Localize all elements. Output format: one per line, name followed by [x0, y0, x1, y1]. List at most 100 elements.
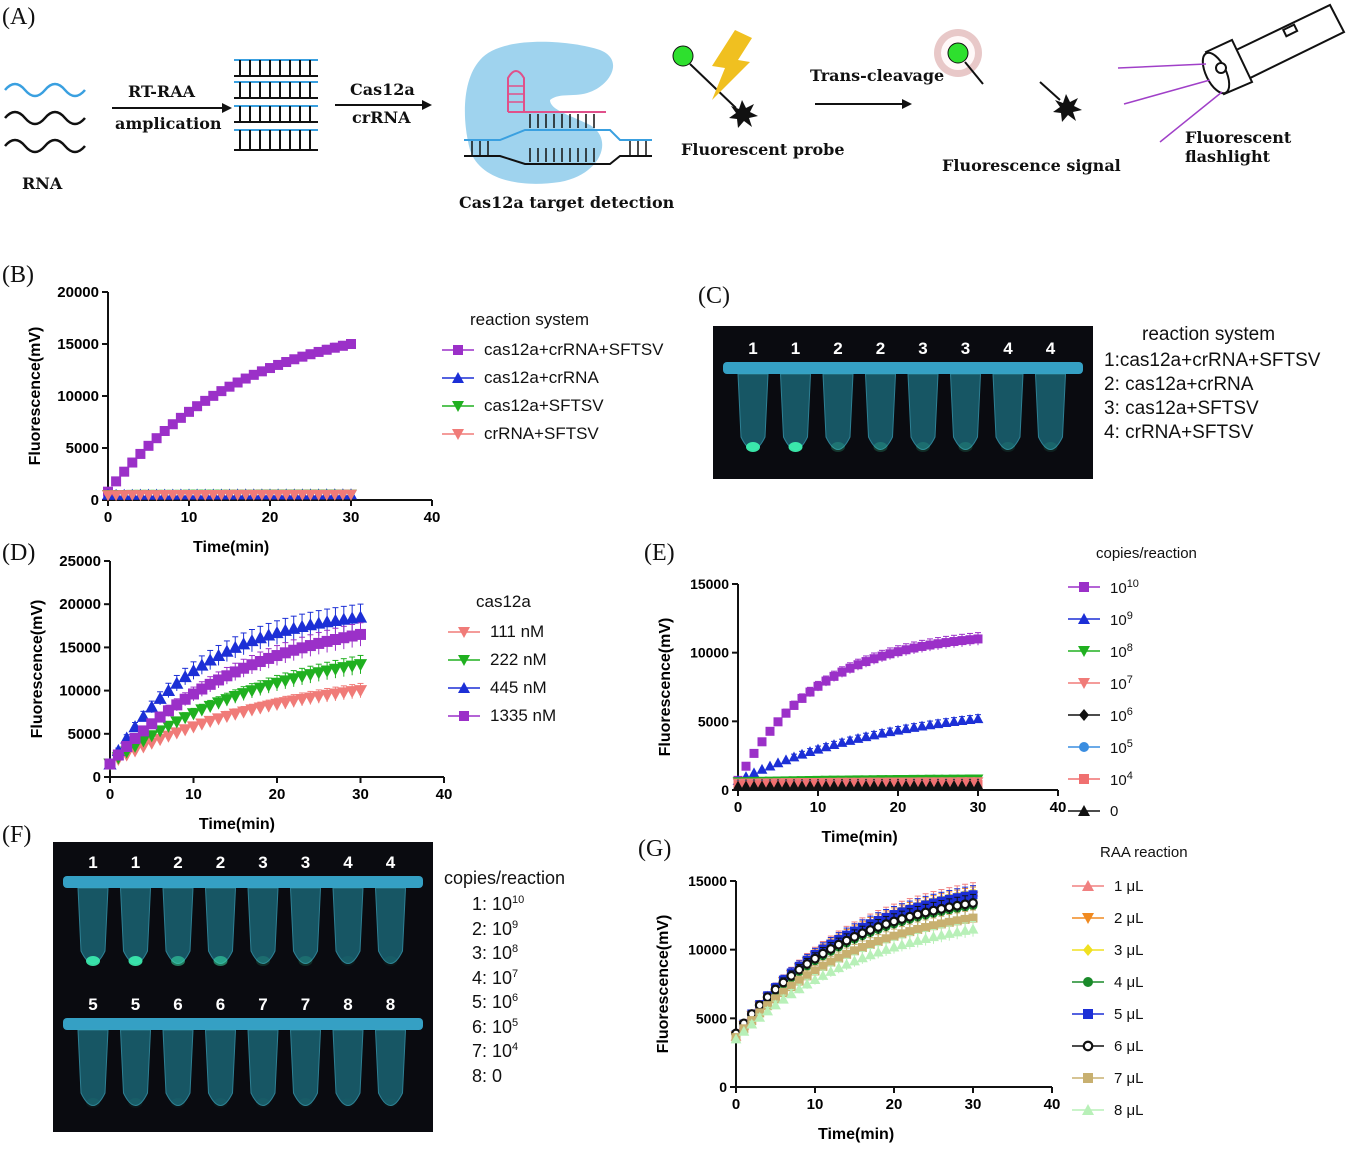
tube: 3 [247, 853, 279, 966]
legend-label: 107 [1110, 673, 1133, 693]
legend-c: reaction system 1:cas12a+crRNA+SFTSV 2: … [1104, 324, 1320, 446]
panel-label-g: (G) [638, 836, 672, 862]
data-point [296, 642, 308, 654]
tube-fluorescence [341, 1098, 355, 1108]
data-point [959, 925, 971, 935]
data-point [796, 748, 808, 759]
data-point [203, 715, 217, 728]
tube-body [374, 887, 407, 964]
data-point [186, 663, 201, 677]
tube-body [822, 373, 854, 450]
arrow-head-3 [902, 99, 912, 109]
legend-marker [1078, 613, 1090, 624]
data-point [216, 386, 227, 397]
data-point [262, 680, 276, 693]
data-point [893, 647, 903, 657]
lightning-bolt [712, 30, 752, 100]
legend-marker [1082, 1040, 1094, 1052]
data-point [170, 727, 184, 740]
data-point [264, 489, 276, 501]
data-point [764, 760, 776, 771]
data-point [203, 653, 217, 666]
data-point [304, 489, 317, 501]
data-point [951, 926, 963, 937]
data-point [920, 933, 931, 943]
data-point [207, 489, 220, 501]
data-point [964, 779, 976, 790]
data-point [960, 899, 971, 910]
data-point [780, 780, 792, 791]
data-point [254, 656, 266, 668]
tube-label: 1 [748, 339, 757, 358]
data-point [973, 634, 983, 644]
data-point [336, 489, 349, 501]
data-point [841, 958, 852, 969]
flashlight-label: Fluorescent flashlight [1185, 128, 1292, 166]
legend-swatch [448, 682, 480, 693]
tube-photo-c-drawing: 1 1 2 2 3 3 4 4 [723, 339, 1083, 452]
legend-marker [458, 627, 470, 638]
data-point [952, 916, 962, 926]
data-point [817, 969, 829, 980]
data-point [228, 640, 242, 653]
legend-c-item-1: 1:cas12a+crRNA+SFTSV [1104, 350, 1321, 371]
x-tick-label: 20 [890, 799, 907, 816]
x-tick-label: 0 [734, 799, 742, 816]
data-point [245, 704, 259, 717]
data-point [740, 780, 752, 791]
data-point [924, 779, 936, 790]
legend-marker [458, 682, 470, 693]
tube-label: 1 [131, 853, 140, 872]
data-point [184, 406, 194, 417]
data-point [158, 490, 171, 502]
x-tick-label: 30 [965, 1096, 982, 1113]
tube: 6 [204, 995, 237, 1108]
data-point [904, 911, 915, 922]
legend-item: 4 μL [1070, 966, 1188, 998]
data-point [861, 657, 871, 667]
x-tick-label: 20 [269, 786, 286, 803]
data-point [161, 683, 176, 696]
tube: 8 [332, 995, 364, 1108]
data-point [833, 962, 845, 973]
data-point [203, 700, 217, 713]
legend-label: 108 [1110, 641, 1133, 661]
tube-label: 1 [88, 853, 97, 872]
legend-swatch [1068, 582, 1100, 592]
y-tick-label: 25000 [59, 553, 101, 570]
data-point [221, 670, 233, 682]
legend-item: 3 μL [1070, 934, 1188, 966]
data-point [810, 953, 820, 964]
series-10^10 [733, 632, 983, 785]
tube-label: 5 [88, 995, 97, 1014]
data-point [186, 708, 201, 721]
data-point [321, 344, 332, 355]
tube-label: 3 [301, 853, 310, 872]
data-point [972, 779, 984, 790]
data-point [749, 748, 759, 758]
tube-fluorescence [171, 1098, 185, 1108]
data-point [936, 929, 947, 940]
data-point [337, 662, 351, 675]
data-point [762, 1005, 773, 1016]
legend-item: 1335 nM [446, 702, 556, 730]
tube-body [119, 1029, 152, 1106]
legend-swatch [442, 372, 474, 383]
data-point [328, 663, 343, 676]
data-point [901, 645, 911, 655]
data-point [802, 971, 812, 981]
data-point [746, 1018, 758, 1029]
legend-marker [1079, 582, 1089, 592]
data-point [841, 935, 852, 946]
series-10^9 [732, 713, 984, 785]
legend-c-item-2: 2: cas12a+crRNA [1104, 374, 1254, 395]
data-point [964, 714, 976, 724]
legend-swatch [1072, 1104, 1104, 1115]
data-point [240, 373, 251, 384]
chart-g: 0 10 20 30 40 0 5000 10000 15000 Time(min) Fluores… [655, 873, 1060, 1143]
legend-c-title: reaction system [1142, 324, 1276, 345]
tube-fluorescence [341, 956, 355, 966]
legend-f-title: copies/reaction [444, 868, 566, 888]
data-point [153, 734, 167, 747]
y-tick-label: 0 [719, 1079, 727, 1095]
